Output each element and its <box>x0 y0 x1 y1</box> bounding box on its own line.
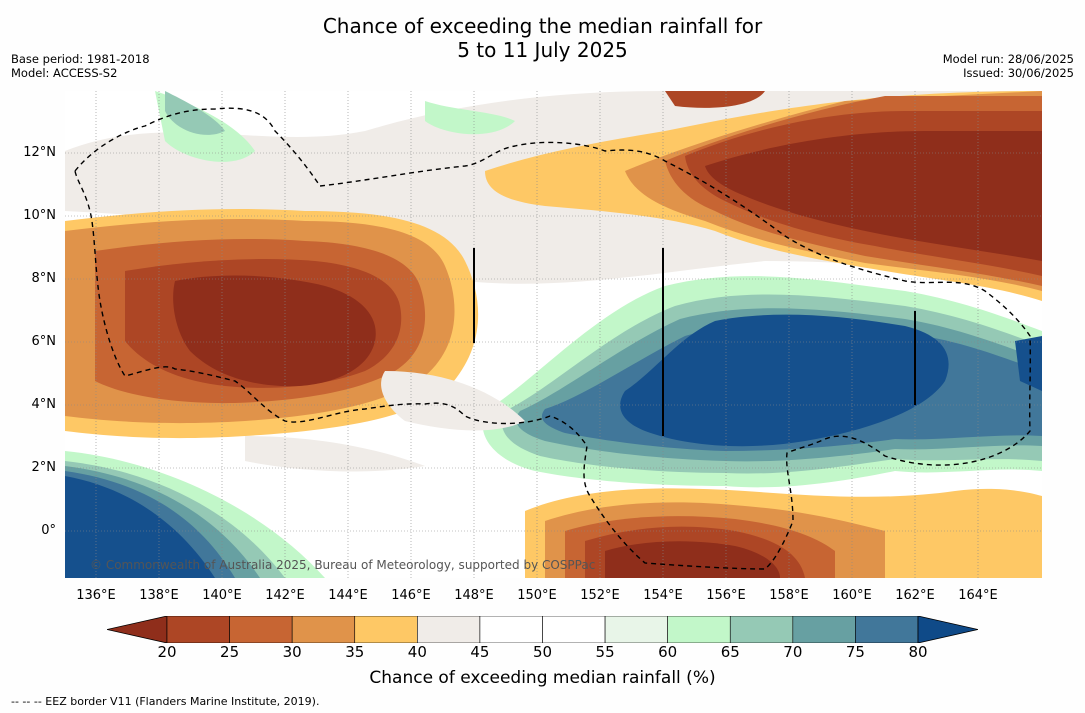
graticule <box>65 91 1042 578</box>
lon-label-138e: 138°E <box>139 588 179 603</box>
colorbar <box>106 615 979 644</box>
lon-label-164e: 164°E <box>958 588 998 603</box>
beige-patch-c <box>381 371 525 431</box>
colorbar-extend-low <box>106 615 168 644</box>
colorbar-tick-label: 45 <box>470 643 490 661</box>
teal-zone-nw <box>165 91 225 135</box>
lat-label-12n: 12°N <box>23 145 56 160</box>
colorbar-tick-label: 40 <box>407 643 427 661</box>
colorbar-tick-label: 60 <box>658 643 678 661</box>
model-name: Model: ACCESS-S2 <box>11 66 118 80</box>
colorbar-segment <box>604 615 668 644</box>
colorbar-tick-label: 70 <box>783 643 803 661</box>
markers <box>473 248 916 436</box>
meta-right: Model run: 28/06/2025 Issued: 30/06/2025 <box>943 52 1074 80</box>
colorbar-svg <box>106 615 979 644</box>
beige-patch-sw <box>245 436 425 472</box>
rainfall-map <box>65 91 1042 578</box>
colorbar-segment <box>855 615 919 644</box>
lat-label-8n: 8°N <box>31 271 57 286</box>
colorbar-tick-label: 50 <box>532 643 553 661</box>
lon-label-140e: 140°E <box>202 588 242 603</box>
copyright: © Commonwealth of Australia 2025, Bureau… <box>90 558 596 572</box>
colorbar-segment <box>417 615 481 644</box>
lon-label-152e: 152°E <box>580 588 620 603</box>
colorbar-segment <box>166 615 230 644</box>
map-title: Chance of exceeding the median rainfall … <box>0 14 1085 62</box>
lon-label-144e: 144°E <box>328 588 368 603</box>
colorbar-segment <box>542 615 606 644</box>
lon-labels: 136°E 138°E 140°E 142°E 144°E 146°E 148°… <box>0 588 1085 604</box>
darkred-zone-w <box>173 275 376 387</box>
lat-label-2n: 2°N <box>31 460 57 475</box>
lon-label-162e: 162°E <box>895 588 935 603</box>
darkblue-zone-far-e <box>1015 336 1042 391</box>
lon-label-160e: 160°E <box>832 588 872 603</box>
colorbar-tick-label: 65 <box>720 643 740 661</box>
colorbar-tick-label: 30 <box>282 643 302 661</box>
colorbar-extend-high <box>917 615 979 644</box>
lon-label-158e: 158°E <box>769 588 809 603</box>
base-period: Base period: 1981-2018 <box>11 52 150 66</box>
colorbar-ticks: 20 25 30 35 40 45 50 55 60 65 70 75 80 <box>0 643 1085 663</box>
title-line-1: Chance of exceeding the median rainfall … <box>322 14 763 38</box>
lat-label-6n: 6°N <box>31 334 57 349</box>
colorbar-tick-label: 75 <box>845 643 865 661</box>
lat-label-0: 0° <box>41 523 56 538</box>
meta-left: Base period: 1981-2018 Model: ACCESS-S2 <box>11 52 150 80</box>
colorbar-label: Chance of exceeding median rainfall (%) <box>369 668 716 688</box>
lon-label-154e: 154°E <box>643 588 683 603</box>
title-line-2: 5 to 11 July 2025 <box>457 38 628 62</box>
footer-note: -- -- -- EEZ border V11 (Flanders Marine… <box>11 695 320 708</box>
colorbar-tick-label: 80 <box>908 643 928 661</box>
colorbar-tick-label: 55 <box>595 643 615 661</box>
lat-label-4n: 4°N <box>31 397 57 412</box>
colorbar-segment <box>354 615 418 644</box>
colorbar-segment <box>291 615 356 644</box>
darkblue-zone-sw <box>65 476 215 578</box>
lon-label-146e: 146°E <box>391 588 431 603</box>
darkblue-zone-e <box>620 314 949 447</box>
lon-label-156e: 156°E <box>706 588 746 603</box>
green-zone-n <box>425 101 515 135</box>
map-svg <box>65 91 1042 578</box>
colorbar-tick-label: 20 <box>157 643 177 661</box>
lon-label-150e: 150°E <box>517 588 557 603</box>
eez-borders <box>74 107 1031 570</box>
lat-label-10n: 10°N <box>23 208 56 223</box>
colorbar-segment <box>667 615 731 644</box>
lon-label-142e: 142°E <box>265 588 305 603</box>
colorbar-segment <box>729 615 794 644</box>
colorbar-tick-label: 35 <box>345 643 365 661</box>
lon-label-136e: 136°E <box>76 588 116 603</box>
red-zone-top <box>665 91 765 108</box>
issued-date: Issued: 30/06/2025 <box>963 66 1074 80</box>
colorbar-segment <box>792 615 856 644</box>
colorbar-segment <box>229 615 293 644</box>
colorbar-tick-label: 25 <box>220 643 240 661</box>
model-run: Model run: 28/06/2025 <box>942 52 1074 66</box>
colorbar-segment <box>479 615 543 644</box>
lon-label-148e: 148°E <box>454 588 494 603</box>
